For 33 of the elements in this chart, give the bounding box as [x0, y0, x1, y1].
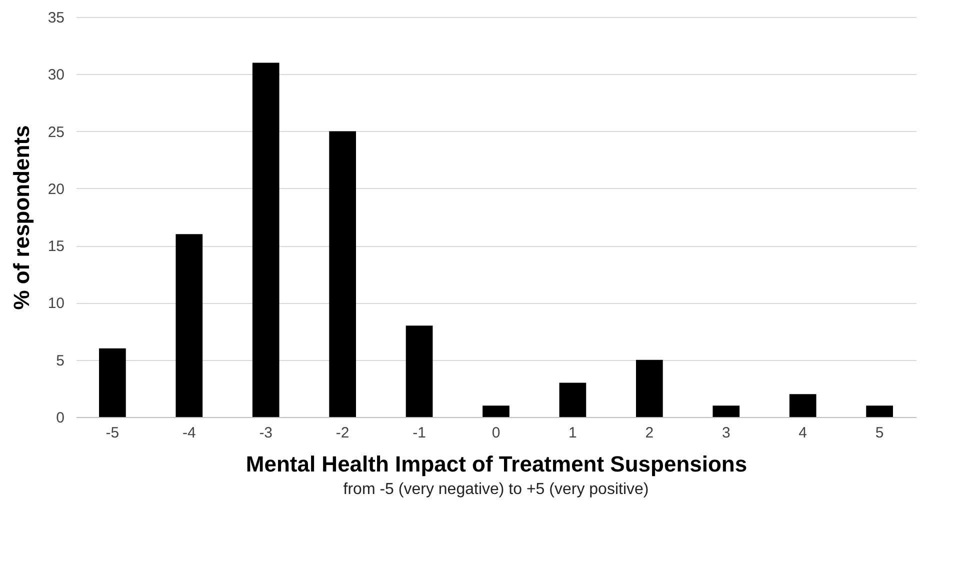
x-tick-label: -5: [106, 424, 120, 442]
bar: [789, 394, 816, 417]
bar: [252, 62, 280, 417]
x-tick-label: -1: [412, 424, 426, 442]
bar: [99, 348, 126, 417]
y-tick-label: 10: [48, 295, 64, 312]
y-axis-title: % of respondents: [8, 125, 34, 310]
x-axis-title: Mental Health Impact of Treatment Suspensions: [246, 452, 748, 476]
x-tick-label: 1: [568, 424, 577, 442]
x-tick-label: 5: [875, 424, 884, 442]
y-tick-label: 35: [48, 10, 64, 26]
bar: [712, 406, 740, 417]
bar: [406, 326, 433, 417]
bar: [636, 360, 663, 417]
y-tick-label: 5: [56, 352, 64, 370]
bar: [559, 382, 586, 417]
x-tick-label: -4: [182, 424, 196, 442]
text: from -5 (very negative) to +5 (very positive): [343, 481, 649, 498]
y-tick-label: 30: [48, 66, 64, 84]
y-tick-label: 20: [48, 180, 64, 198]
bar: [866, 406, 893, 417]
x-tick-label: 3: [722, 424, 730, 442]
bar: [329, 131, 356, 417]
x-tick-label: -3: [259, 424, 273, 442]
bar: [482, 406, 510, 417]
y-tick-label: 0: [56, 410, 64, 426]
bar: [176, 234, 203, 417]
y-tick-label: 25: [48, 124, 64, 141]
x-tick-label: -2: [336, 424, 350, 442]
y-tick-label: 15: [48, 238, 64, 256]
x-tick-label: 0: [492, 424, 500, 442]
x-tick-label: 4: [798, 424, 808, 442]
x-tick-label: 2: [645, 424, 654, 442]
